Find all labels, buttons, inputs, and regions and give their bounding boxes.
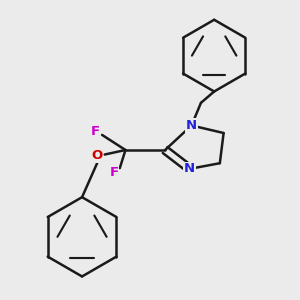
Text: O: O [92,149,103,162]
Text: F: F [110,166,119,179]
Text: F: F [91,124,100,138]
Text: N: N [186,119,197,132]
Text: N: N [184,162,195,176]
